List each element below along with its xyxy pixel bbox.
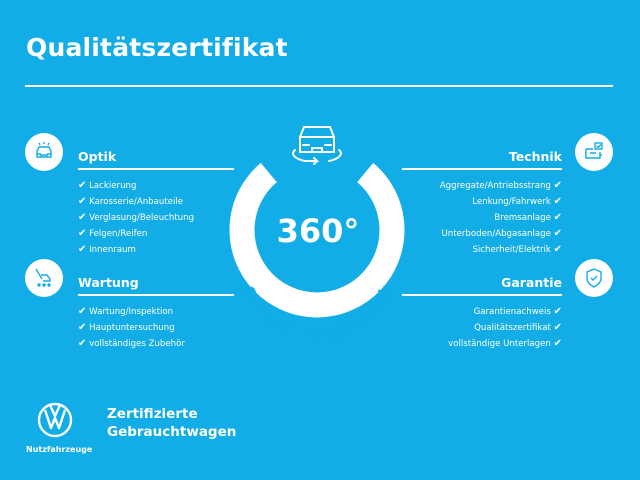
check-icon: ✔ — [78, 212, 87, 223]
list-item: Garantienachweis ✔ — [448, 304, 562, 320]
section-title-optik: Optik — [78, 149, 117, 164]
item-text: Hauptuntersuchung — [89, 323, 175, 333]
item-text: Garantienachweis — [473, 307, 551, 317]
page-title: Qualitätszertifikat — [26, 33, 288, 62]
section-title-technik: Technik — [508, 149, 562, 164]
item-text: Karosserie/Anbauteile — [89, 197, 184, 207]
list-item: ✔ Lackierung — [78, 178, 194, 194]
optik-divider — [78, 168, 234, 170]
list-item: ✔ vollständiges Zubehör — [78, 336, 185, 352]
wartung-list: ✔ Wartung/Inspektion ✔ Hauptuntersuchung… — [78, 304, 185, 352]
list-item: Lenkung/Fahrwerk ✔ — [440, 194, 562, 210]
check-icon: ✔ — [553, 244, 562, 255]
item-text: Sicherheit/Elektrik — [472, 245, 551, 255]
check-icon: ✔ — [553, 306, 562, 317]
check-icon: ✔ — [553, 338, 562, 349]
title-divider — [25, 85, 613, 87]
shield-check-icon — [575, 259, 613, 297]
list-item: ✔ Verglasung/Beleuchtung — [78, 210, 194, 226]
item-text: Lenkung/Fahrwerk — [472, 197, 551, 207]
item-text: Unterboden/Abgasanlage — [441, 229, 551, 239]
certified-label: Zertifizierte Gebrauchtwagen — [107, 405, 236, 441]
engine-check-icon — [575, 133, 613, 171]
check-icon: ✔ — [78, 180, 87, 191]
certified-line-2: Gebrauchtwagen — [107, 424, 237, 440]
item-text: Qualitätszertifikat — [474, 323, 551, 333]
wartung-divider — [78, 294, 234, 296]
check-icon: ✔ — [78, 338, 87, 349]
item-text: vollständige Unterlagen — [448, 339, 551, 349]
list-item: Unterboden/Abgasanlage ✔ — [440, 226, 563, 242]
item-text: Verglasung/Beleuchtung — [89, 213, 195, 223]
technik-list: Aggregate/Antriebsstrang ✔ Lenkung/Fahrw… — [440, 178, 562, 258]
service-tool-icon — [25, 259, 63, 297]
garantie-divider — [402, 294, 562, 296]
check-icon: ✔ — [553, 180, 562, 191]
list-item: vollständige Unterlagen ✔ — [448, 336, 562, 352]
list-item: ✔ Karosserie/Anbauteile — [78, 194, 194, 210]
car-360-icon — [292, 126, 342, 165]
list-item: Sicherheit/Elektrik ✔ — [440, 242, 562, 258]
item-text: vollständiges Zubehör — [89, 339, 185, 349]
list-item: Aggregate/Antriebsstrang ✔ — [440, 178, 562, 194]
section-title-wartung: Wartung — [78, 275, 139, 290]
item-text: Lackierung — [89, 181, 137, 191]
item-text: Aggregate/Antriebsstrang — [439, 181, 551, 191]
list-item: ✔ Innenraum — [78, 242, 194, 258]
list-item: Bremsanlage ✔ — [440, 210, 562, 226]
garantie-list: Garantienachweis ✔ Qualitätszertifikat ✔… — [448, 304, 562, 352]
ring — [229, 162, 405, 318]
technik-divider — [402, 168, 562, 170]
check-icon: ✔ — [553, 228, 562, 239]
check-icon: ✔ — [553, 322, 562, 333]
brand-subtitle: Nutzfahrzeuge — [26, 445, 93, 454]
vw-logo — [37, 402, 73, 438]
optik-list: ✔ Lackierung ✔ Karosserie/Anbauteile ✔ V… — [78, 178, 194, 258]
360-label: 360° — [277, 212, 360, 250]
check-icon: ✔ — [78, 306, 87, 317]
car-lights-icon — [25, 133, 63, 171]
check-icon: ✔ — [553, 196, 562, 207]
check-icon: ✔ — [78, 196, 87, 207]
item-text: Wartung/Inspektion — [89, 307, 174, 317]
certified-line-1: Zertifizierte — [107, 406, 198, 422]
list-item: ✔ Wartung/Inspektion — [78, 304, 185, 320]
check-icon: ✔ — [78, 322, 87, 333]
check-icon: ✔ — [553, 212, 562, 223]
item-text: Innenraum — [89, 245, 136, 255]
list-item: ✔ Hauptuntersuchung — [78, 320, 185, 336]
list-item: Qualitätszertifikat ✔ — [448, 320, 562, 336]
item-text: Felgen/Reifen — [89, 229, 148, 239]
check-icon: ✔ — [78, 228, 87, 239]
item-text: Bremsanlage — [494, 213, 551, 223]
list-item: ✔ Felgen/Reifen — [78, 226, 194, 242]
section-title-garantie: Garantie — [501, 275, 562, 290]
check-icon: ✔ — [78, 244, 87, 255]
